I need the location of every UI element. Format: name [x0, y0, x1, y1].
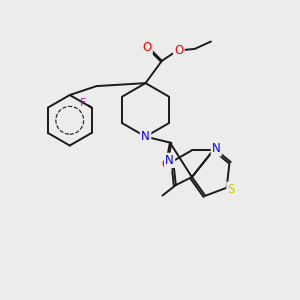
Text: F: F	[80, 98, 86, 108]
Text: O: O	[161, 158, 170, 171]
Text: O: O	[142, 41, 152, 54]
Text: N: N	[165, 154, 174, 167]
Text: O: O	[174, 44, 184, 57]
Text: N: N	[212, 142, 221, 155]
Text: N: N	[141, 130, 150, 143]
Text: S: S	[227, 183, 235, 196]
